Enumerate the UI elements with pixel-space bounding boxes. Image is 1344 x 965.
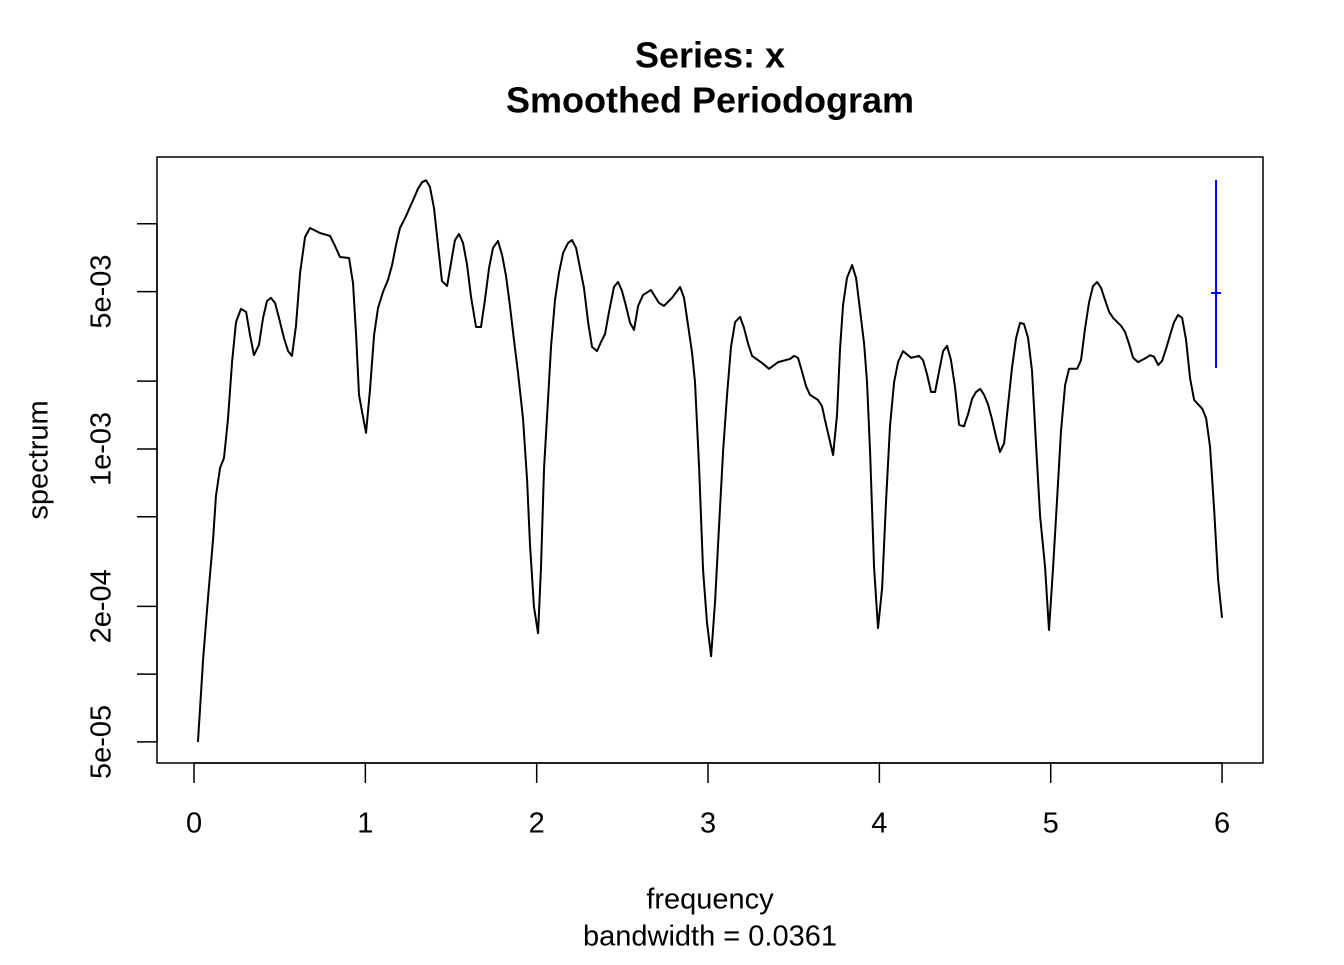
y-tick-label: 5e-05 bbox=[86, 705, 118, 779]
chart-title: Series: x bbox=[635, 35, 785, 76]
x-tick-label: 0 bbox=[186, 808, 202, 840]
y-tick-label: 5e-03 bbox=[86, 254, 118, 328]
x-tick-label: 1 bbox=[357, 808, 373, 840]
y-tick-label: 2e-04 bbox=[86, 569, 118, 643]
x-tick-label: 5 bbox=[1043, 808, 1059, 840]
x-axis-label: frequency bbox=[646, 884, 774, 916]
y-tick-label: 1e-03 bbox=[86, 412, 118, 486]
x-tick-label: 6 bbox=[1214, 808, 1230, 840]
plot-frame bbox=[156, 156, 1264, 764]
spectrum-line bbox=[196, 179, 1224, 742]
x-tick-label: 2 bbox=[529, 808, 545, 840]
x-tick-label: 4 bbox=[871, 808, 887, 840]
x-tick-label: 3 bbox=[700, 808, 716, 840]
chart-subtitle: Smoothed Periodogram bbox=[506, 80, 914, 121]
x-axis-sublabel: bandwidth = 0.0361 bbox=[583, 921, 837, 953]
y-axis-label: spectrum bbox=[23, 400, 55, 519]
